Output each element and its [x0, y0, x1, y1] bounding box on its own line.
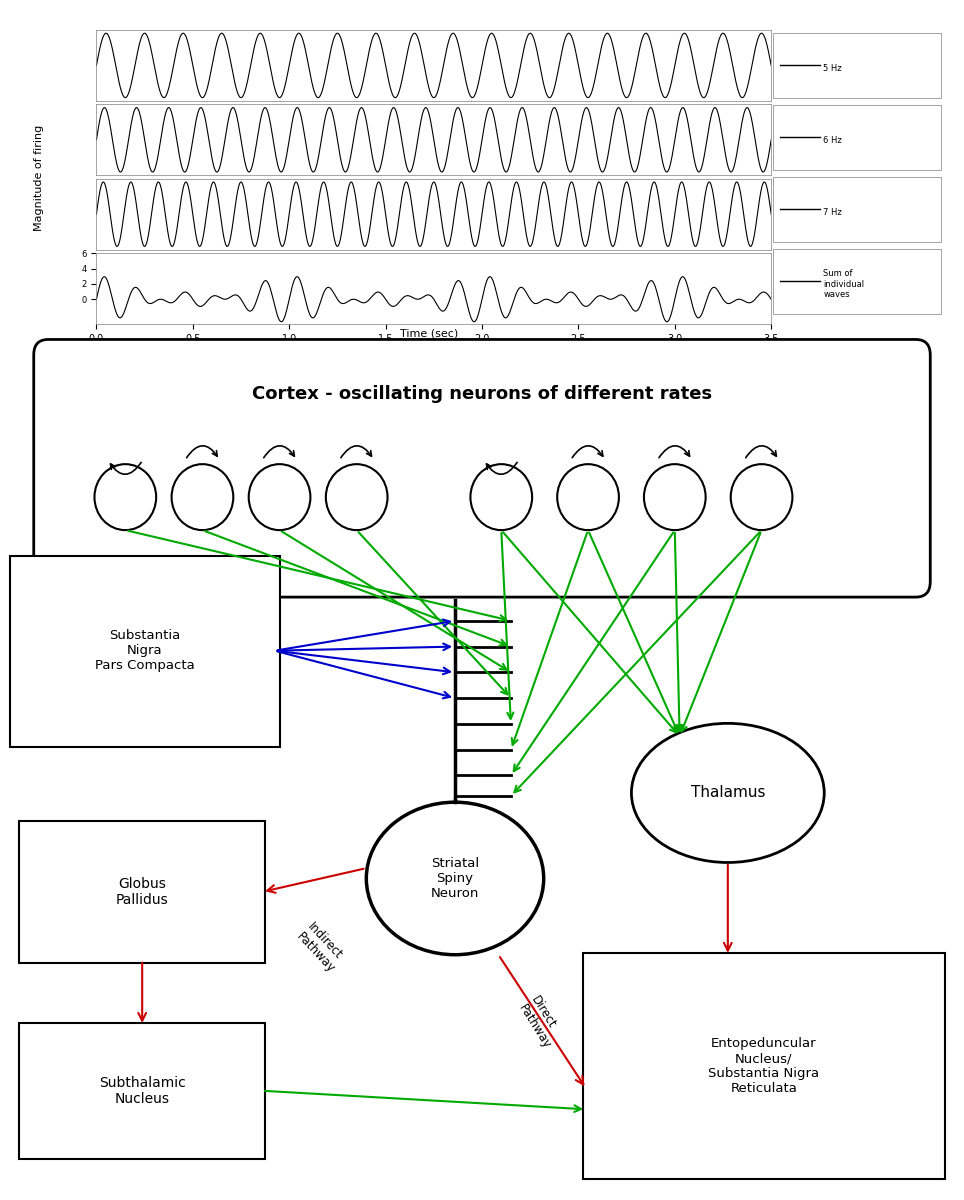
Text: Subthalamic
Nucleus: Subthalamic Nucleus	[99, 1075, 185, 1106]
FancyBboxPatch shape	[19, 1022, 265, 1159]
Text: Magnitude of firing: Magnitude of firing	[34, 125, 43, 230]
Text: Striatal
Spiny
Neuron: Striatal Spiny Neuron	[431, 857, 479, 900]
Text: Globus
Pallidus: Globus Pallidus	[116, 877, 169, 907]
Text: 5 Hz: 5 Hz	[823, 64, 842, 73]
Text: Time (sec): Time (sec)	[400, 329, 458, 338]
Text: Direct
Pathway: Direct Pathway	[516, 994, 566, 1051]
Text: Sum of
individual
waves: Sum of individual waves	[823, 270, 865, 299]
Text: Substantia
Nigra
Pars Compacta: Substantia Nigra Pars Compacta	[94, 629, 195, 672]
FancyBboxPatch shape	[773, 176, 941, 241]
FancyBboxPatch shape	[773, 250, 941, 313]
FancyBboxPatch shape	[10, 556, 280, 746]
FancyBboxPatch shape	[19, 821, 265, 962]
Text: Thalamus: Thalamus	[690, 786, 765, 800]
Text: Cortex - oscillating neurons of different rates: Cortex - oscillating neurons of differen…	[252, 385, 712, 403]
FancyBboxPatch shape	[583, 953, 945, 1180]
Text: 6 Hz: 6 Hz	[823, 136, 842, 145]
FancyBboxPatch shape	[773, 32, 941, 97]
Text: Entopeduncular
Nucleus/
Substantia Nigra
Reticulata: Entopeduncular Nucleus/ Substantia Nigra…	[709, 1037, 819, 1096]
Text: 7 Hz: 7 Hz	[823, 208, 842, 217]
FancyBboxPatch shape	[773, 104, 941, 169]
FancyBboxPatch shape	[34, 340, 930, 598]
Text: Indirect
Pathway: Indirect Pathway	[294, 919, 349, 976]
